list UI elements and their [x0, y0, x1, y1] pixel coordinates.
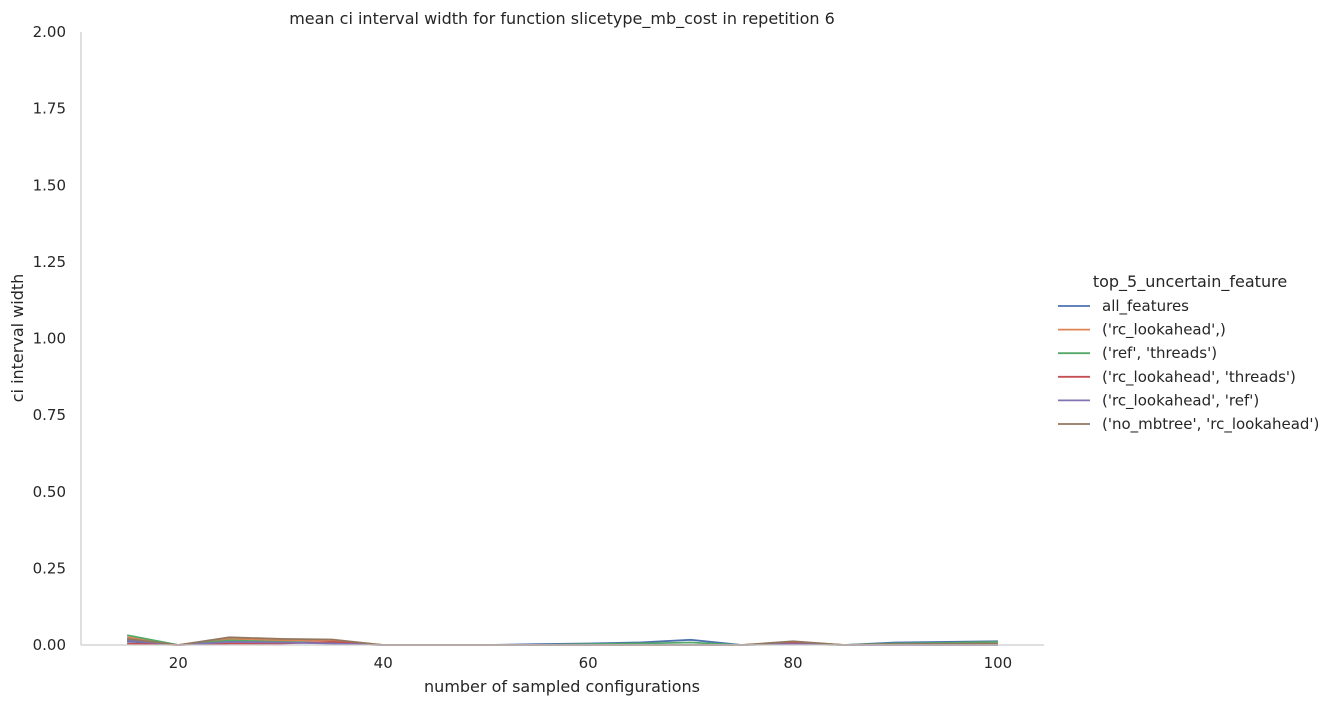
y-tick-label: 1.50	[33, 176, 66, 194]
legend-label: ('rc_lookahead',)	[1102, 321, 1226, 340]
y-tick-label: 2.00	[33, 23, 66, 41]
legend: top_5_uncertain_feature all_features ('rc…	[1058, 272, 1319, 434]
chart-title: mean ci interval width for function slic…	[289, 9, 835, 29]
x-tick-label: 100	[984, 654, 1013, 672]
x-tick-label: 20	[169, 654, 188, 672]
y-tick-labels: 0.00 0.25 0.50 0.75 1.00 1.25 1.50 1.75 2.00	[33, 23, 66, 654]
y-axis-title: ci interval width	[8, 274, 27, 403]
legend-title: top_5_uncertain_feature	[1093, 272, 1287, 292]
y-tick-label: 0.25	[33, 559, 66, 577]
y-tick-label: 1.00	[33, 330, 66, 348]
x-axis-title: number of sampled configurations	[424, 677, 700, 696]
legend-label: ('no_mbtree', 'rc_lookahead')	[1102, 415, 1319, 434]
y-tick-label: 1.25	[33, 253, 66, 271]
x-tick-label: 80	[783, 654, 802, 672]
y-tick-label: 0.50	[33, 483, 66, 501]
plot-lines	[126, 634, 998, 646]
y-tick-label: 1.75	[33, 100, 66, 118]
y-tick-label: 0.00	[33, 636, 66, 654]
legend-label: ('rc_lookahead', 'threads')	[1102, 368, 1296, 387]
x-tick-label: 40	[374, 654, 393, 672]
legend-label: ('rc_lookahead', 'ref')	[1102, 391, 1259, 410]
legend-label: ('ref', 'threads')	[1102, 344, 1217, 362]
y-tick-label: 0.75	[33, 406, 66, 424]
x-tick-label: 60	[579, 654, 598, 672]
legend-label: all_features	[1102, 297, 1189, 316]
x-tick-labels: 20 40 60 80 100	[169, 654, 1012, 672]
